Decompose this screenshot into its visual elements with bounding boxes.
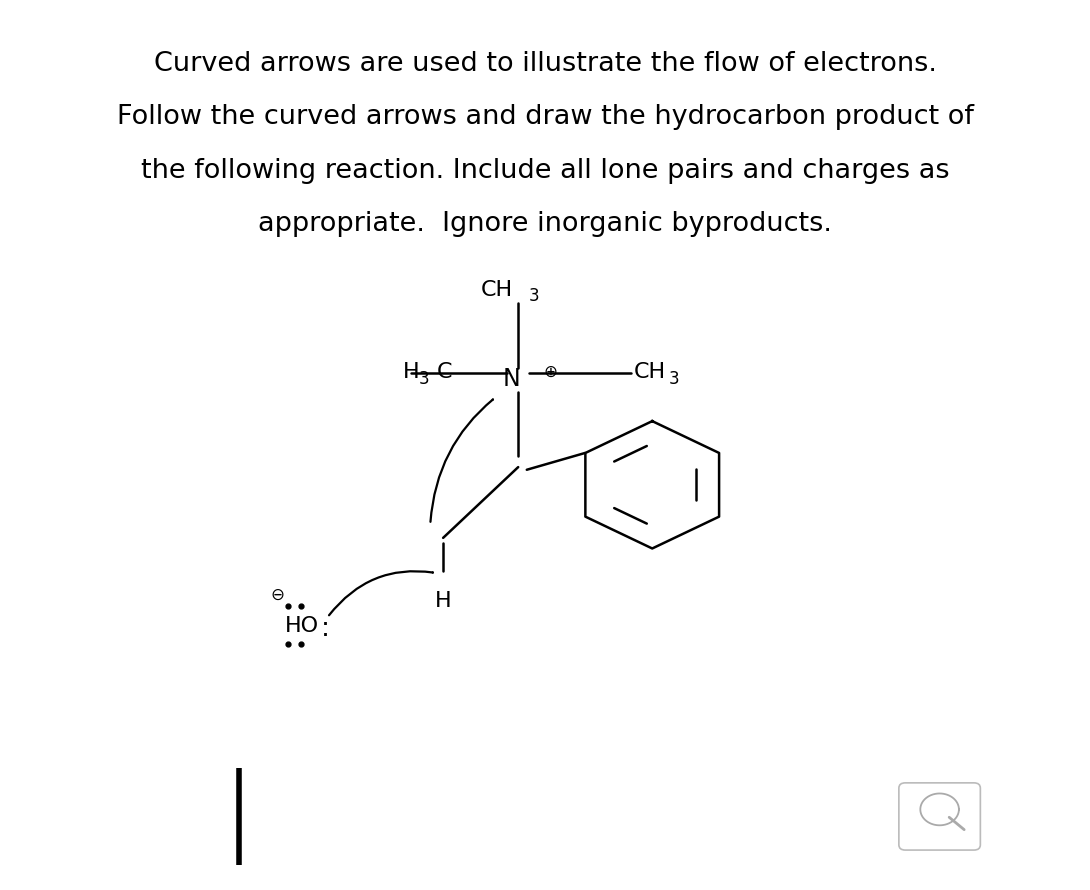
Text: appropriate.  Ignore inorganic byproducts.: appropriate. Ignore inorganic byproducts…	[258, 211, 832, 237]
Text: ⊖: ⊖	[270, 586, 283, 603]
Text: the following reaction. Include all lone pairs and charges as: the following reaction. Include all lone…	[141, 158, 949, 183]
Text: 3: 3	[529, 287, 540, 305]
Text: Follow the curved arrows and draw the hydrocarbon product of: Follow the curved arrows and draw the hy…	[117, 104, 973, 131]
Text: HO: HO	[284, 616, 318, 636]
Text: H: H	[402, 361, 419, 382]
FancyArrowPatch shape	[431, 400, 493, 522]
Text: 3: 3	[668, 369, 679, 388]
FancyArrowPatch shape	[329, 571, 433, 615]
Text: Curved arrows are used to illustrate the flow of electrons.: Curved arrows are used to illustrate the…	[154, 52, 936, 77]
Text: CH: CH	[634, 361, 666, 382]
Text: ⊕: ⊕	[544, 362, 557, 381]
Text: CH: CH	[481, 280, 512, 300]
Text: C: C	[437, 361, 452, 382]
Text: 3: 3	[419, 369, 429, 388]
Text: N: N	[502, 367, 521, 391]
Text: H: H	[435, 591, 451, 611]
Text: :: :	[320, 616, 330, 642]
